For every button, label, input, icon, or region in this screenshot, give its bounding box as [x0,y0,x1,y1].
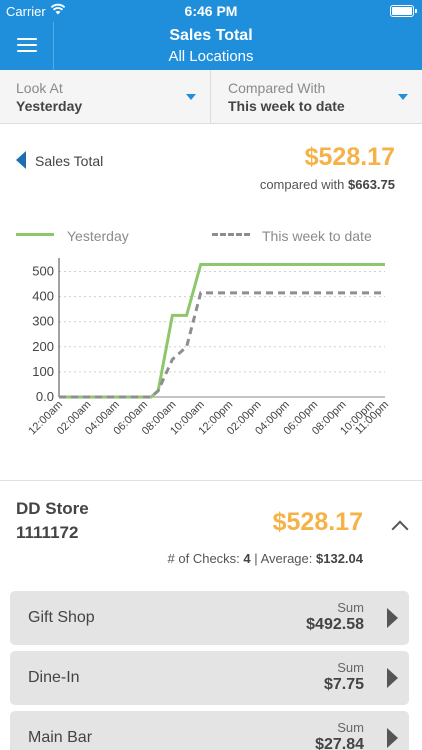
item-sum-value: $492.58 [306,616,364,633]
item-name: Dine-In [28,669,80,686]
caret-down-icon [398,94,408,100]
item-name: Main Bar [28,729,93,746]
list-item-gift-shop[interactable]: Gift Shop Sum $492.58 [10,591,409,645]
battery-icon [390,5,417,17]
compare-value: $663.75 [348,177,395,192]
menu-button[interactable] [0,22,54,70]
y-tick-label: 300 [32,314,54,329]
item-sum-label: Sum [337,600,364,615]
page-subtitle: All Locations [168,48,254,65]
caret-down-icon [186,94,196,100]
comparison-text: compared with $663.75 [260,177,395,192]
y-tick-label: 200 [32,339,54,354]
hamburger-icon [17,38,37,40]
y-tick-label: 100 [32,364,54,379]
store-header[interactable]: DD Store 1111172 $528.17 # of Checks: 4 … [0,481,422,581]
clock: 6:46 PM [184,3,238,19]
y-tick-label: 500 [32,264,54,279]
item-sum-value: $27.84 [315,736,364,750]
look-at-label: Look At [16,80,63,96]
status-bar: Carrier 6:46 PM [0,0,422,22]
page-title: Sales Total [169,27,253,44]
list-item-dine-in[interactable]: Dine-In Sum $7.75 [10,651,409,705]
store-name: DD Store [16,499,89,518]
item-sum-value: $7.75 [323,676,364,693]
compared-with-value: This week to date [228,98,345,114]
summary-label[interactable]: Sales Total [35,153,104,169]
compare-prefix: compared with [259,177,345,192]
nav-bar: Sales Total All Locations [0,22,422,70]
series-line-yesterday [59,263,385,399]
disclosure-arrow-icon [387,728,398,748]
hamburger-icon [17,50,37,52]
y-tick-label: 0.0 [36,389,54,404]
list-item-main-bar[interactable]: Main Bar Sum $27.84 [10,711,409,750]
chevron-up-icon[interactable] [391,520,409,538]
compared-with-dropdown[interactable]: Compared With This week to date [211,70,422,124]
item-sum-label: Sum [337,660,364,675]
legend-swatch-yesterday [16,233,54,236]
checks-value: 4 [243,551,251,566]
divider [0,480,422,481]
chart-legend: Yesterday This week to date [0,226,422,246]
average-label: Average: [260,551,313,566]
look-at-value: Yesterday [16,98,83,114]
disclosure-arrow-icon [387,668,398,688]
checks-label: # of Checks: [167,551,240,566]
average-value: $132.04 [316,551,363,566]
sales-line-chart: 0.010020030040050012:00am02:00am04:00am0… [26,258,391,437]
compared-with-label: Compared With [228,80,326,96]
legend-label-week: This week to date [262,228,372,244]
disclosure-arrow-icon [387,608,398,628]
hamburger-icon [17,44,37,46]
sales-summary: Sales Total $528.17 compared with $663.7… [0,125,422,200]
store-id: 1111172 [16,523,79,542]
checks-separator: | [254,551,258,566]
y-tick-label: 400 [32,289,54,304]
look-at-dropdown[interactable]: Look At Yesterday [0,70,211,124]
store-checks-info: # of Checks: 4 | Average: $132.04 [168,551,363,566]
carrier-label: Carrier [6,4,46,19]
item-sum-label: Sum [337,720,364,735]
wifi-icon [50,3,66,15]
filter-bar: Look At Yesterday Compared With This wee… [0,70,422,124]
back-arrow-icon[interactable] [16,151,26,169]
summary-amount: $528.17 [304,143,395,171]
legend-label-yesterday: Yesterday [67,228,129,244]
item-name: Gift Shop [28,609,95,626]
legend-swatch-week [212,233,250,236]
store-amount: $528.17 [272,508,363,536]
series-line-week-to-date [59,291,385,399]
